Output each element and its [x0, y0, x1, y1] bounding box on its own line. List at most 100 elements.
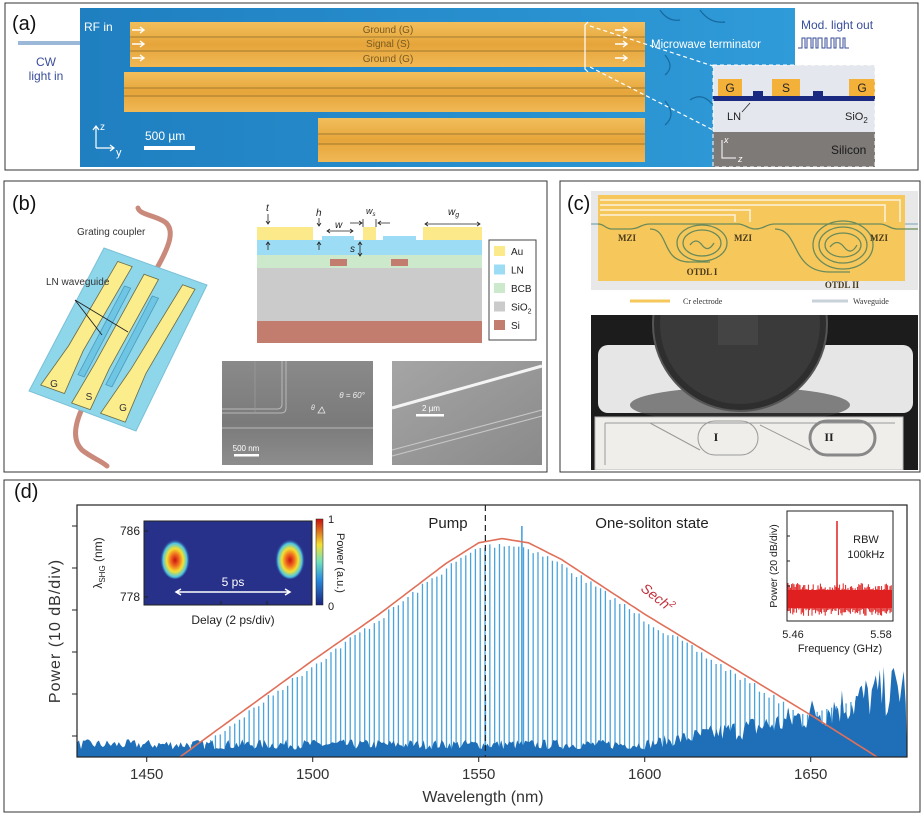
legend-label: BCB: [511, 284, 532, 295]
y-axis-label: Power (10 dB/div): [47, 559, 64, 703]
svg-text:Waveguide: Waveguide: [853, 297, 889, 306]
legend-swatch: [494, 246, 505, 256]
arrow-icons: [132, 26, 629, 62]
mzi-label-2: MZI: [734, 233, 752, 243]
panel-b: (b) Grating coupler LN waveguide G S G: [4, 180, 548, 472]
svg-text:LN: LN: [727, 111, 741, 123]
svg-text:778: 778: [120, 590, 140, 604]
legend-swatch: [494, 264, 505, 275]
scale-bar-label: 500 µm: [145, 129, 185, 143]
svg-text:h: h: [316, 208, 322, 219]
x-tick-label: 1450: [130, 766, 163, 783]
svg-text:Delay (2 ps/div): Delay (2 ps/div): [191, 613, 274, 627]
grating-coupler-label: Grating coupler: [77, 227, 146, 238]
legend-label: Si: [511, 321, 520, 332]
noise-floor: [77, 666, 907, 757]
svg-text:SiO2: SiO2: [845, 111, 868, 125]
panel-c: (c) MZI: [559, 180, 921, 473]
svg-text:Silicon: Silicon: [831, 143, 866, 157]
electrode-bar-3: [318, 118, 645, 162]
mzi-label-1: MZI: [618, 233, 636, 243]
svg-text:θ: θ: [311, 405, 315, 412]
x-tick-label: 1550: [462, 766, 495, 783]
svg-text:5.46: 5.46: [782, 629, 803, 641]
electrode-label-g2: G: [119, 403, 127, 414]
modulated-signal-icon: [798, 37, 849, 49]
legend-swatch: [494, 283, 505, 293]
svg-text:x: x: [723, 135, 729, 145]
otdl1-label: OTDL I: [687, 267, 718, 277]
svg-text:ws: ws: [366, 206, 376, 218]
ln-waveguide-label: LN waveguide: [46, 277, 110, 288]
electrode-label-ground-top: Ground (G): [363, 25, 414, 36]
sem-image-2: 2 µm: [391, 361, 543, 465]
electrode-label-g1: G: [50, 379, 58, 390]
cw-light-label-1: CW: [36, 55, 57, 69]
svg-text:w: w: [335, 220, 343, 231]
zoom-guides: [589, 25, 714, 131]
svg-text:G: G: [725, 81, 734, 95]
panel-a-tag: (a): [12, 13, 36, 35]
x-axis-label: Wavelength (nm): [422, 789, 543, 806]
svg-text:Power (20 dB/div): Power (20 dB/div): [768, 524, 780, 607]
x-tick-label: 1600: [628, 766, 661, 783]
electrode-label-ground-bottom: Ground (G): [363, 54, 414, 65]
sech2-fit-line: [179, 537, 878, 758]
cross-section-diagram: t h w ws wg s: [257, 203, 482, 343]
svg-text:t: t: [266, 203, 270, 214]
panel-b-tag: (b): [12, 193, 36, 215]
svg-text:Cr electrode: Cr electrode: [683, 297, 723, 306]
svg-text:II: II: [824, 430, 834, 444]
chip-photo: I II: [591, 315, 918, 470]
axis-zy: z y: [92, 122, 122, 159]
autocorrelation-inset: 5 ps 786 778 λSHG (nm) Delay (2 ps/div) …: [91, 514, 346, 627]
beat-note-inset: RBW 100kHz 5.46 5.58 Frequency (GHz) Pow…: [768, 510, 894, 655]
svg-text:0: 0: [328, 601, 334, 613]
electrode-label-signal: Signal (S): [366, 39, 410, 50]
sem-image-1: θ = 60° θ 500 nm: [222, 361, 373, 465]
legend-swatch: [494, 301, 505, 312]
microwave-terminator-label: Microwave terminator: [651, 39, 761, 51]
svg-text:Power (a.u.): Power (a.u.): [334, 533, 346, 593]
svg-text:Frequency (GHz): Frequency (GHz): [798, 643, 882, 655]
otdl2-label: OTDL II: [825, 280, 860, 290]
electrode-label-s: S: [86, 392, 93, 403]
plot-frame: [76, 504, 908, 758]
panel-a: (a) CW light in Ground (G) Signal (S) Gr…: [4, 2, 919, 171]
sem2-scale-label: 2 µm: [422, 404, 440, 413]
state-label: One-soliton state: [595, 515, 708, 532]
svg-text:1: 1: [328, 514, 334, 526]
svg-text:z: z: [737, 154, 743, 164]
svg-text:RBW: RBW: [853, 534, 879, 546]
sem1-scale-label: 500 nm: [233, 444, 260, 453]
panel-d: (d) 1450 1500 1550 1600 1650 Wavelength (nm)…: [3, 479, 921, 813]
panel-c-tag: (c): [567, 193, 590, 215]
schematic-legend: Cr electrode Waveguide: [630, 297, 889, 306]
legend-label: Au: [511, 247, 523, 258]
legend-swatch: [494, 320, 505, 330]
material-legend: Au LN BCB SiO2 Si: [488, 239, 537, 341]
legend-label: SiO2: [511, 303, 532, 316]
sem-angle-label: θ = 60°: [339, 391, 365, 400]
terminator-traces: [659, 9, 726, 126]
legend-label: LN: [511, 266, 524, 277]
electrode-bar-1: [130, 22, 645, 67]
delay-line-schematic: MZI MZI MZI OTDL I OTDL II: [591, 191, 918, 290]
svg-text:wg: wg: [448, 207, 459, 219]
spectrum-chart: [77, 505, 907, 758]
y-axis: [72, 525, 77, 737]
svg-text:786: 786: [120, 524, 140, 538]
svg-text:S: S: [782, 81, 790, 95]
x-tick-label: 1500: [296, 766, 329, 783]
cross-section-inset: G S G LN SiO2 Silicon x z: [712, 64, 876, 168]
x-axis: 1450 1500 1550 1600 1650: [130, 757, 827, 783]
electrode-bar-2: [124, 72, 645, 112]
svg-text:5 ps: 5 ps: [222, 575, 245, 589]
svg-text:z: z: [100, 122, 105, 133]
panel-d-tag: (d): [14, 481, 38, 503]
svg-text:5.58: 5.58: [870, 629, 891, 641]
zoom-bracket: [584, 21, 589, 73]
rf-in-label: RF in: [84, 20, 113, 34]
svg-text:I: I: [714, 430, 719, 444]
